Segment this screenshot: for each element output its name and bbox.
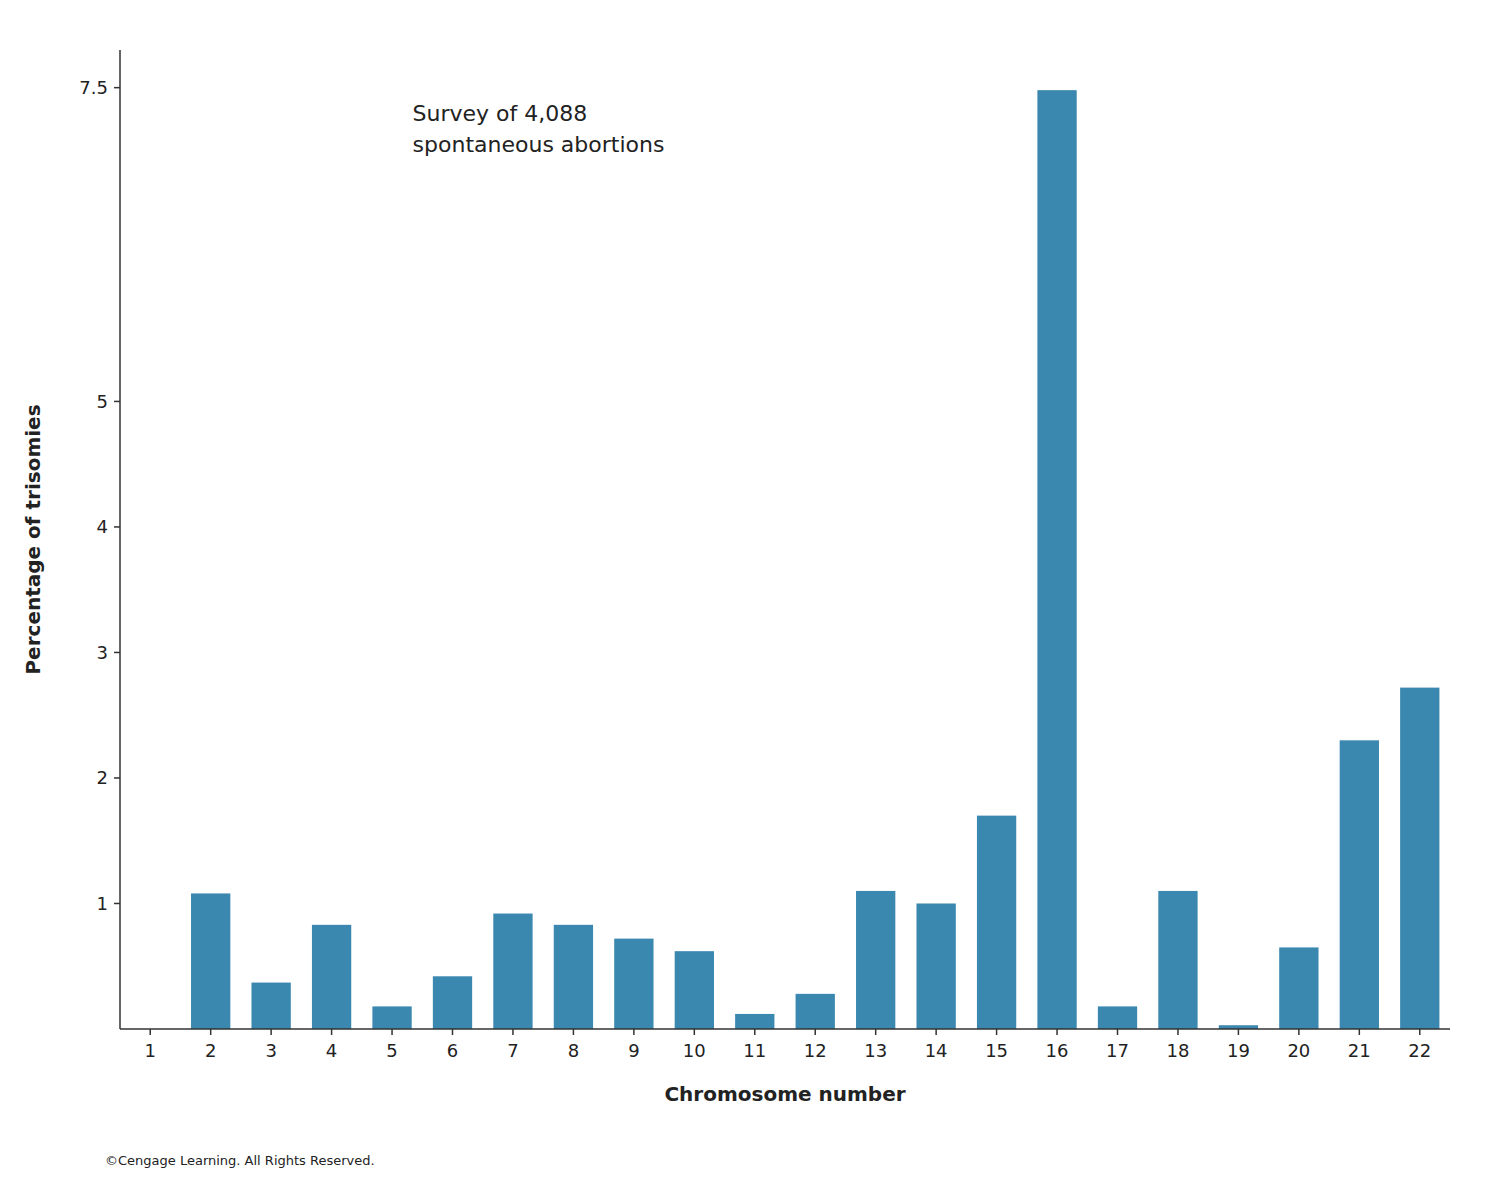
- x-tick: [1117, 1029, 1119, 1035]
- x-tick: [935, 1029, 937, 1035]
- x-tick-label: 1: [145, 1040, 156, 1061]
- bar: [1340, 740, 1379, 1029]
- annotation-line: spontaneous abortions: [413, 132, 665, 157]
- y-axis-label: Percentage of trisomies: [21, 404, 45, 674]
- x-tick-label: 16: [1046, 1040, 1069, 1061]
- x-tick: [331, 1029, 333, 1035]
- bar: [433, 976, 472, 1029]
- chart-container: 123457.512345678910111213141516171819202…: [0, 0, 1500, 1179]
- x-tick-label: 19: [1227, 1040, 1250, 1061]
- footer: ©Cengage Learning. All Rights Reserved.: [105, 1153, 375, 1168]
- bar: [916, 903, 955, 1029]
- x-tick-label: 4: [326, 1040, 337, 1061]
- bar: [493, 914, 532, 1029]
- x-tick-label: 22: [1408, 1040, 1431, 1061]
- axes: 123457.512345678910111213141516171819202…: [79, 50, 1450, 1061]
- x-axis-line: [120, 1028, 1450, 1030]
- x-tick: [270, 1029, 272, 1035]
- x-tick: [512, 1029, 514, 1035]
- x-tick-label: 11: [743, 1040, 766, 1061]
- y-tick: [114, 87, 120, 89]
- y-tick-label: 7.5: [79, 77, 108, 98]
- x-tick-label: 13: [864, 1040, 887, 1061]
- x-tick: [996, 1029, 998, 1035]
- x-tick: [1359, 1029, 1361, 1035]
- bar: [1400, 688, 1439, 1029]
- bar: [1037, 90, 1076, 1029]
- bar: [191, 893, 230, 1029]
- y-axis-line: [119, 50, 121, 1029]
- x-tick-label: 6: [447, 1040, 458, 1061]
- y-tick: [114, 903, 120, 905]
- y-tick: [114, 401, 120, 403]
- y-tick-label: 3: [97, 642, 108, 663]
- x-tick-label: 18: [1167, 1040, 1190, 1061]
- bar: [251, 983, 290, 1029]
- bar: [1158, 891, 1197, 1029]
- x-tick: [149, 1029, 151, 1035]
- x-tick: [1419, 1029, 1421, 1035]
- x-tick-label: 10: [683, 1040, 706, 1061]
- x-tick-label: 15: [985, 1040, 1008, 1061]
- x-tick-label: 20: [1287, 1040, 1310, 1061]
- x-tick: [210, 1029, 212, 1035]
- x-tick-label: 21: [1348, 1040, 1371, 1061]
- x-tick: [633, 1029, 635, 1035]
- x-tick-label: 17: [1106, 1040, 1129, 1061]
- bars: [191, 90, 1439, 1029]
- x-tick-label: 3: [265, 1040, 276, 1061]
- annotation-line: Survey of 4,088: [413, 101, 588, 126]
- x-tick: [1298, 1029, 1300, 1035]
- x-tick: [391, 1029, 393, 1035]
- x-tick: [1238, 1029, 1240, 1035]
- bar: [796, 994, 835, 1029]
- x-tick: [1056, 1029, 1058, 1035]
- x-tick: [573, 1029, 575, 1035]
- bar: [614, 939, 653, 1029]
- y-tick: [114, 526, 120, 528]
- x-tick: [754, 1029, 756, 1035]
- bar: [312, 925, 351, 1029]
- bar: [1279, 947, 1318, 1029]
- x-axis-label: Chromosome number: [664, 1082, 905, 1106]
- y-tick-label: 4: [97, 516, 108, 537]
- y-tick: [114, 652, 120, 654]
- bar: [977, 816, 1016, 1029]
- x-tick: [1177, 1029, 1179, 1035]
- x-tick-label: 14: [925, 1040, 948, 1061]
- y-tick: [114, 777, 120, 779]
- x-tick-label: 12: [804, 1040, 827, 1061]
- bar: [372, 1006, 411, 1029]
- y-tick-label: 1: [97, 893, 108, 914]
- chart-svg: 123457.512345678910111213141516171819202…: [0, 0, 1500, 1179]
- annotation: Survey of 4,088 spontaneous abortions: [413, 101, 665, 157]
- bar: [675, 951, 714, 1029]
- y-tick-label: 5: [97, 391, 108, 412]
- bar: [554, 925, 593, 1029]
- x-tick-label: 5: [386, 1040, 397, 1061]
- y-tick-label: 2: [97, 767, 108, 788]
- x-tick-label: 2: [205, 1040, 216, 1061]
- x-tick: [452, 1029, 454, 1035]
- bar: [856, 891, 895, 1029]
- x-tick-label: 8: [568, 1040, 579, 1061]
- x-tick: [875, 1029, 877, 1035]
- x-tick-label: 9: [628, 1040, 639, 1061]
- bar: [1098, 1006, 1137, 1029]
- bar: [735, 1014, 774, 1029]
- x-tick: [814, 1029, 816, 1035]
- x-tick-label: 7: [507, 1040, 518, 1061]
- x-tick: [694, 1029, 696, 1035]
